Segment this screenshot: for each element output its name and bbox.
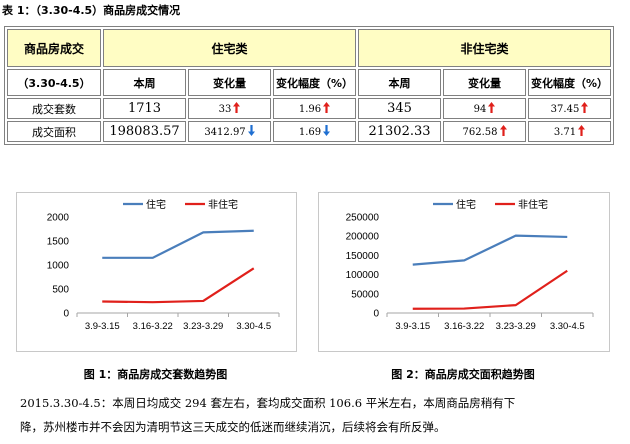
- x-tick-label: 3.9-3.15: [85, 321, 120, 332]
- chart-sets-caption: 图 1：商品房成交套数趋势图: [83, 368, 228, 381]
- up-arrow-icon: [499, 125, 507, 136]
- x-tick-label: 3.30-4.5: [550, 321, 585, 332]
- non-change-cell: 94: [443, 98, 526, 119]
- up-arrow-icon: [488, 102, 496, 113]
- series-line-nonresidential: [102, 267, 255, 304]
- up-arrow-icon: [323, 102, 331, 113]
- res-week-cell: 198083.57: [103, 121, 186, 142]
- row-label: 成交套数: [7, 98, 101, 119]
- col-header-res-week: 本周: [103, 69, 186, 96]
- y-tick-label: 500: [52, 285, 69, 296]
- y-tick-label: 1000: [47, 261, 70, 272]
- up-arrow-icon: [578, 125, 586, 136]
- res-week-cell: 1713: [103, 98, 186, 119]
- down-arrow-icon: [323, 125, 331, 136]
- non-week-cell: 21302.33: [358, 121, 441, 142]
- y-tick-label: 200000: [346, 232, 380, 243]
- series-line-residential: [412, 234, 568, 266]
- x-tick-label: 3.9-3.15: [395, 321, 430, 332]
- up-arrow-icon: [233, 102, 241, 113]
- chart-sets-svg: 0 500 1000 1500 2000 3.9-3.15 3.16-3.22 3.23-3.…: [47, 198, 280, 332]
- x-tick-label: 3.16-3.22: [444, 321, 484, 332]
- y-tick-label: 2000: [47, 213, 70, 224]
- series-line-nonresidential: [412, 269, 568, 310]
- res-pct-cell: 1.96: [273, 98, 356, 119]
- value: 1.69: [298, 127, 322, 138]
- table-row: 成交面积 198083.57 3412.97 1.69 21302.33 762…: [7, 121, 611, 142]
- col-header-non-change: 变化量: [443, 69, 526, 96]
- down-arrow-icon: [247, 125, 255, 136]
- legend-label: 非住宅: [518, 198, 548, 211]
- chart-area-frame: 0 50000 100000 150000 200000 250000 3.9-3.15 3.…: [318, 192, 610, 352]
- period-header: （3.30-4.5）: [7, 69, 101, 96]
- col-header-non-pct: 变化幅度（%）: [528, 69, 611, 96]
- non-week-cell: 345: [358, 98, 441, 119]
- legend-label: 非住宅: [208, 198, 238, 211]
- y-tick-label: 0: [63, 309, 69, 320]
- x-tick-label: 3.30-4.5: [236, 321, 271, 332]
- table-row: 成交套数 1713 33 1.96 345 94 37.45: [7, 98, 611, 119]
- legend-label: 住宅: [146, 198, 166, 211]
- chart-area-svg: 0 50000 100000 150000 200000 250000 3.9-3.15 3.…: [346, 198, 594, 332]
- commentary-line-1: 2015.3.30-4.5：本周日均成交 294 套左右，套均成交面积 106.…: [20, 396, 516, 410]
- res-pct-cell: 1.69: [273, 121, 356, 142]
- y-tick-label: 150000: [346, 251, 380, 262]
- chart-area-caption: 图 2：商品房成交面积趋势图: [391, 368, 535, 381]
- commentary-line-2: 降，苏州楼市并不会因为清明节这三天成交的低迷而继续消沉，后续将会有所反弹。: [20, 420, 446, 434]
- value: 1.96: [298, 104, 322, 115]
- y-tick-label: 1500: [47, 237, 70, 248]
- group-header-residential: 住宅类: [103, 29, 356, 67]
- row-label: 成交面积: [7, 121, 101, 142]
- res-change-cell: 3412.97: [188, 121, 271, 142]
- group-header-nonresidential: 非住宅类: [358, 29, 611, 67]
- corner-header: 商品房成交: [7, 29, 101, 67]
- value: 37.45: [550, 104, 580, 115]
- col-header-res-change: 变化量: [188, 69, 271, 96]
- col-header-non-week: 本周: [358, 69, 441, 96]
- non-pct-cell: 37.45: [528, 98, 611, 119]
- y-tick-label: 0: [373, 309, 379, 320]
- up-arrow-icon: [581, 102, 589, 113]
- y-tick-label: 50000: [351, 289, 379, 300]
- value: 3412.97: [204, 127, 246, 138]
- table-title: 表 1：（3.30-4.5）商品房成交情况: [2, 4, 181, 17]
- transaction-table: 商品房成交 住宅类 非住宅类 （3.30-4.5） 本周 变化量 变化幅度（%）…: [4, 26, 614, 145]
- non-change-cell: 762.58: [443, 121, 526, 142]
- col-header-res-pct: 变化幅度（%）: [273, 69, 356, 96]
- res-change-cell: 33: [188, 98, 271, 119]
- x-tick-label: 3.23-3.29: [183, 321, 223, 332]
- y-tick-label: 250000: [346, 213, 380, 224]
- value: 762.58: [462, 127, 498, 138]
- x-tick-label: 3.16-3.22: [133, 321, 173, 332]
- non-pct-cell: 3.71: [528, 121, 611, 142]
- chart-sets-frame: 0 500 1000 1500 2000 3.9-3.15 3.16-3.22 3.23-3.…: [16, 192, 297, 352]
- value: 3.71: [553, 127, 577, 138]
- legend-label: 住宅: [456, 198, 476, 211]
- commentary-paragraph: 2015.3.30-4.5：本周日均成交 294 套左右，套均成交面积 106.…: [20, 391, 620, 439]
- x-tick-label: 3.23-3.29: [496, 321, 536, 332]
- value: 94: [473, 104, 487, 115]
- series-line-residential: [102, 229, 254, 259]
- y-tick-label: 100000: [346, 270, 380, 281]
- value: 33: [218, 104, 232, 115]
